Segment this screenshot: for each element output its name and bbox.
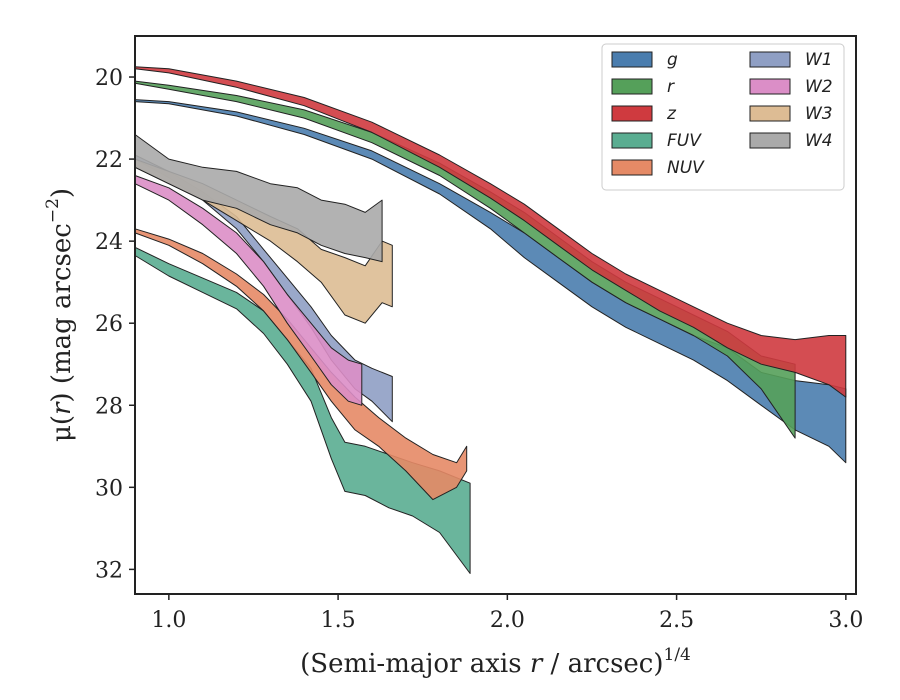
legend-label-fuv: FUV [667,131,702,151]
legend-label-w1: W1 [805,50,833,70]
bands-layer [134,66,847,574]
x-tick-label: 1.5 [321,608,356,633]
band-g [134,99,847,464]
y-tick-label: 24 [95,230,123,255]
y-tick-label: 26 [95,312,123,337]
legend-swatch-w2 [749,78,791,95]
legend-label-w3: W3 [805,104,833,124]
y-tick-label: 28 [95,394,123,419]
y-tick-label: 20 [95,66,123,91]
x-tick-label: 2.5 [659,608,694,633]
legend-label-nuv: NUV [667,158,705,178]
band-z [134,66,847,398]
y-tick-label: 22 [95,148,123,173]
legend-swatch-nuv [611,159,653,176]
legend-swatch-z [611,105,653,122]
legend-swatch-w4 [749,132,791,149]
legend-label-g: g [667,50,678,70]
legend-label-w4: W4 [805,131,833,151]
band-w4 [134,134,383,263]
legend-swatch-g [611,51,653,68]
y-tick-label: 30 [95,476,123,501]
legend-swatch-w1 [749,51,791,68]
y-tick-label: 32 [95,558,123,583]
x-axis-label: (Semi-major axis r / arcsec)1/4 [300,645,691,679]
legend-label-r: r [667,77,675,97]
x-tick-label: 2.0 [490,608,525,633]
band-w1 [134,154,393,423]
legend: grz FUV NUV W1 W2 W3 W4 [601,43,845,191]
y-axis-label: μ(r) (mag arcsec−2) [43,188,77,442]
x-tick-label: 1.0 [151,608,186,633]
x-tick-label: 3.0 [828,608,863,633]
plot-frame [134,35,857,595]
axes-layer: 1.0 1.5 2.0 2.5 3.0 20 22 24 26 28 30 32 [95,35,863,633]
band-w2 [134,175,363,406]
legend-swatch-w3 [749,105,791,122]
legend-label-w2: W2 [805,77,833,97]
legend-swatch-fuv [611,132,653,149]
legend-swatch-r [611,78,653,95]
legend-label-z: z [666,104,677,124]
